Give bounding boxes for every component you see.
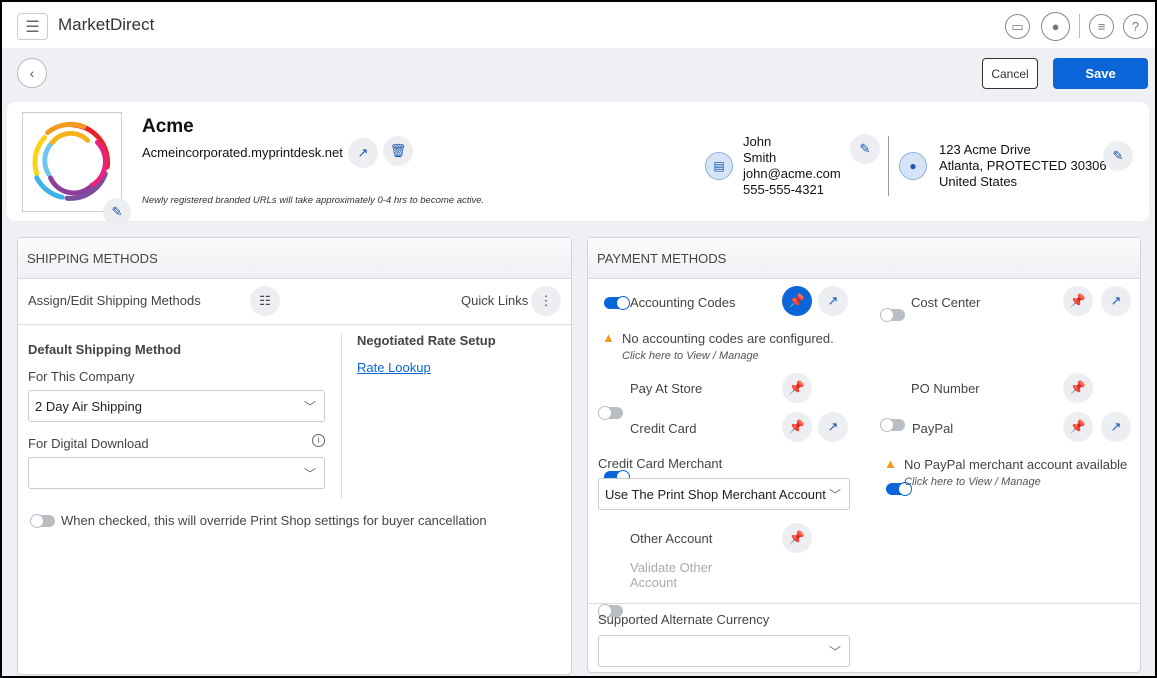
assign-shipping-button[interactable]: ☷ <box>250 286 280 316</box>
app-title: MarketDirect <box>58 15 155 34</box>
merchant-label: Credit Card Merchant <box>598 456 723 471</box>
cost-center-label: Cost Center <box>911 295 981 310</box>
cancel-button[interactable]: Cancel <box>982 58 1038 89</box>
edit-contact-button[interactable]: ✎ <box>850 134 880 164</box>
list-icon[interactable]: ≡ <box>1089 14 1114 39</box>
other-account-pin-button[interactable]: 📌 <box>782 523 812 553</box>
paypal-manage-link[interactable]: Click here to View / Manage <box>904 476 1041 488</box>
company-shipping-select[interactable]: 2 Day Air Shipping ﹀ <box>28 390 325 422</box>
back-button[interactable]: ‹ <box>17 58 47 88</box>
company-name: Acme <box>142 116 194 137</box>
address-line1: 123 Acme Drive <box>939 142 1031 157</box>
warning-icon: ▲ <box>884 456 897 471</box>
chevron-down-icon: ﹀ <box>303 400 316 414</box>
paypal-label: PayPal <box>912 421 954 436</box>
default-shipping-title: Default Shipping Method <box>28 342 182 357</box>
shipping-methods-panel: SHIPPING METHODS Assign/Edit Shipping Me… <box>17 237 572 675</box>
paypal-warning: No PayPal merchant account available <box>904 457 1128 472</box>
help-icon[interactable]: ? <box>1123 14 1148 39</box>
chevron-down-icon: ﹀ <box>828 488 841 502</box>
warning-icon: ▲ <box>602 330 615 345</box>
credit-card-open-button[interactable]: ↗ <box>818 412 848 442</box>
payment-methods-panel: PAYMENT METHODS Accounting Codes 📌 ↗ ▲ N… <box>587 237 1141 673</box>
accounting-codes-pin-button[interactable]: 📌 <box>782 286 812 316</box>
payment-title: PAYMENT METHODS <box>588 238 1140 279</box>
for-company-label: For This Company <box>28 369 135 384</box>
paypal-toggle[interactable] <box>886 482 912 496</box>
divider <box>588 603 1140 604</box>
credit-card-pin-button[interactable]: 📌 <box>782 412 812 442</box>
address-info: 123 Acme Drive Atlanta, PROTECTED 30306 … <box>939 142 1107 190</box>
paypal-pin-button[interactable]: 📌 <box>1063 412 1093 442</box>
accounting-codes-toggle[interactable] <box>604 296 630 310</box>
accounting-manage-link[interactable]: Click here to View / Manage <box>622 350 759 362</box>
company-card <box>7 102 1149 221</box>
rate-lookup-link[interactable]: Rate Lookup <box>357 360 431 375</box>
accounting-warning: No accounting codes are configured. <box>622 331 834 346</box>
validate-other-line2: Account <box>630 575 677 590</box>
merchant-select[interactable]: Use The Print Shop Merchant Account ﹀ <box>598 478 850 510</box>
save-button[interactable]: Save <box>1053 58 1148 89</box>
edit-address-button[interactable]: ✎ <box>1103 141 1133 171</box>
contact-phone: 555-555-4321 <box>743 182 824 197</box>
company-url: Acmeincorporated.myprintdesk.net <box>142 145 343 160</box>
chevron-down-icon: ﹀ <box>828 645 841 659</box>
accounting-codes-open-button[interactable]: ↗ <box>818 286 848 316</box>
accounting-codes-label: Accounting Codes <box>630 295 736 310</box>
validate-other-label: Validate Other Account <box>630 560 712 590</box>
address-line2: Atlanta, PROTECTED 30306 <box>939 158 1107 173</box>
pay-at-store-label: Pay At Store <box>630 381 703 396</box>
contact-first: John <box>743 134 772 149</box>
top-bar <box>2 2 1155 48</box>
divider <box>1079 14 1080 38</box>
contact-card-icon: ▤ <box>705 152 733 180</box>
merchant-value: Use The Print Shop Merchant Account <box>605 487 826 502</box>
chevron-down-icon: ﹀ <box>303 467 316 481</box>
open-url-button[interactable]: ↗ <box>348 138 378 168</box>
url-note: Newly registered branded URLs will take … <box>142 195 485 206</box>
divider <box>341 333 342 498</box>
credit-card-label: Credit Card <box>630 421 697 436</box>
contact-email: john@acme.com <box>743 166 841 181</box>
other-account-label: Other Account <box>630 531 713 546</box>
currency-label: Supported Alternate Currency <box>598 612 770 627</box>
quick-links-label: Quick Links <box>461 293 529 308</box>
paypal-open-button[interactable]: ↗ <box>1101 412 1131 442</box>
for-digital-label: For Digital Download <box>28 436 149 451</box>
currency-select[interactable]: ﹀ <box>598 635 850 667</box>
po-number-pin-button[interactable]: 📌 <box>1063 373 1093 403</box>
assign-shipping-label: Assign/Edit Shipping Methods <box>28 293 201 308</box>
address-line3: United States <box>939 174 1018 189</box>
validate-other-line1: Validate Other <box>630 560 713 575</box>
contact-info: John Smith john@acme.com 555-555-4321 <box>743 134 841 198</box>
divider <box>888 136 889 196</box>
cost-center-open-button[interactable]: ↗ <box>1101 286 1131 316</box>
delete-url-button[interactable]: 🗑 <box>383 136 413 166</box>
override-cancellation-toggle[interactable] <box>30 514 55 528</box>
hamburger-menu-button[interactable]: ☰ <box>17 13 48 40</box>
divider <box>18 324 571 325</box>
info-icon[interactable]: i <box>312 434 325 447</box>
pay-at-store-pin-button[interactable]: 📌 <box>782 373 812 403</box>
contact-last: Smith <box>743 150 777 165</box>
other-account-toggle[interactable] <box>598 604 623 618</box>
quick-links-more-button[interactable]: ⋮ <box>531 286 561 316</box>
override-cancellation-label: When checked, this will override Print S… <box>61 513 487 528</box>
po-number-toggle[interactable] <box>880 418 905 432</box>
chat-icon[interactable]: ▭ <box>1005 14 1030 39</box>
cost-center-pin-button[interactable]: 📌 <box>1063 286 1093 316</box>
company-logo <box>22 112 122 212</box>
digital-shipping-select[interactable]: ﹀ <box>28 457 325 489</box>
po-number-label: PO Number <box>911 381 980 396</box>
pay-at-store-toggle[interactable] <box>598 406 623 420</box>
location-pin-icon: ● <box>899 152 927 180</box>
user-avatar-icon[interactable]: ● <box>1041 12 1070 41</box>
shipping-title: SHIPPING METHODS <box>18 238 571 279</box>
negotiated-rate-title: Negotiated Rate Setup <box>357 333 496 348</box>
company-shipping-value: 2 Day Air Shipping <box>35 399 142 414</box>
edit-logo-button[interactable]: ✎ <box>103 198 131 226</box>
cost-center-toggle[interactable] <box>880 308 905 322</box>
